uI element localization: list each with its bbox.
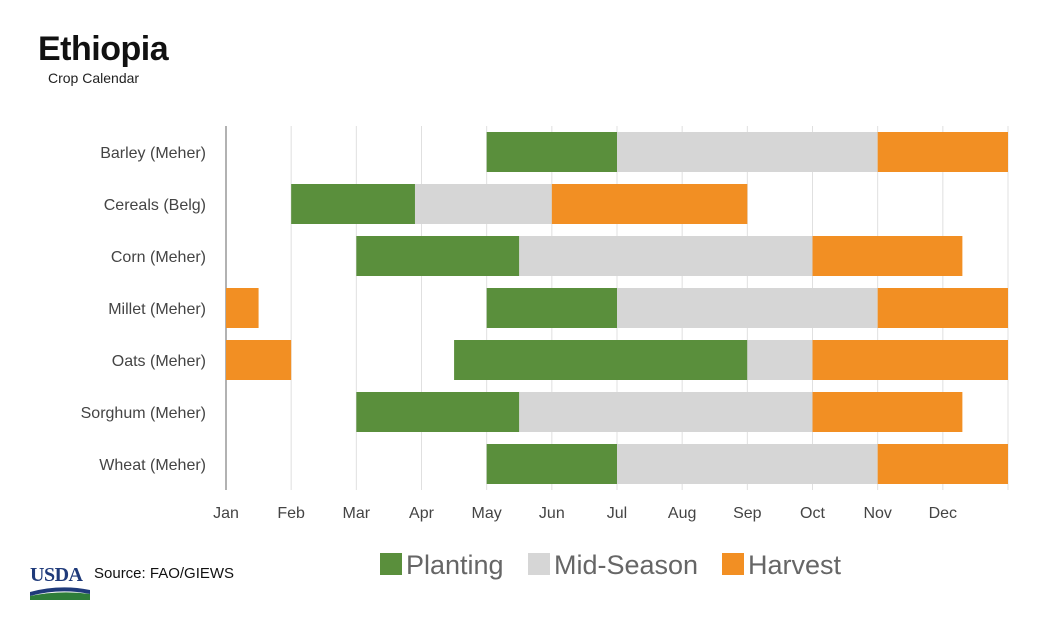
bar-mid-season	[747, 340, 813, 380]
legend-swatch	[528, 553, 550, 575]
bar-harvest	[226, 288, 259, 328]
bar-harvest	[812, 236, 963, 276]
bar-mid-season	[617, 444, 878, 484]
bar-mid-season	[519, 392, 813, 432]
bar-harvest	[812, 340, 1008, 380]
bar-harvest	[877, 444, 1008, 484]
category-label: Sorghum (Meher)	[81, 405, 206, 422]
x-tick-label: Feb	[277, 505, 305, 522]
category-label: Oats (Meher)	[112, 353, 206, 370]
bar-mid-season	[414, 184, 552, 224]
bar-planting	[356, 236, 520, 276]
bar-harvest	[877, 132, 1008, 172]
page-title: Ethiopia	[38, 30, 169, 68]
legend-swatch	[380, 553, 402, 575]
page-subtitle: Crop Calendar	[48, 70, 140, 86]
category-label: Barley (Meher)	[100, 145, 206, 162]
legend: Planting Mid-Season Harvest	[380, 550, 842, 580]
legend-swatch	[722, 553, 744, 575]
category-label: Cereals (Belg)	[104, 197, 206, 214]
x-tick-label: Apr	[409, 505, 435, 522]
labels-layer: Jan Feb Mar Apr May Jun Jul Aug Sep Oct Nov Dec Barl…	[81, 145, 957, 522]
category-label: Wheat (Meher)	[99, 457, 206, 474]
bars-layer	[226, 132, 1008, 484]
x-tick-label: Nov	[863, 505, 891, 522]
bar-harvest	[551, 184, 748, 224]
usda-logo-text: USDA	[30, 564, 83, 586]
bar-harvest	[877, 288, 1008, 328]
x-tick-label: Jan	[213, 505, 239, 522]
x-tick-label: Sep	[733, 505, 762, 522]
usda-logo: USDA	[30, 562, 90, 600]
x-tick-label: Mar	[343, 505, 371, 522]
bar-planting	[486, 444, 617, 484]
footer: USDA Source: FAO/GIEWS	[30, 562, 234, 600]
x-tick-label: Jun	[539, 505, 565, 522]
x-tick-label: Oct	[800, 505, 825, 522]
legend-label: Mid-Season	[554, 550, 698, 580]
legend-label: Harvest	[748, 550, 842, 580]
bar-harvest	[812, 392, 963, 432]
x-tick-label: Dec	[929, 505, 957, 522]
bar-planting	[486, 132, 617, 172]
source-text: Source: FAO/GIEWS	[94, 565, 235, 582]
bar-mid-season	[519, 236, 813, 276]
legend-label: Planting	[406, 550, 504, 580]
category-label: Millet (Meher)	[108, 301, 206, 318]
bar-planting	[356, 392, 520, 432]
x-tick-label: May	[472, 505, 502, 522]
usda-swoosh-icon	[30, 587, 90, 600]
bar-planting	[291, 184, 415, 224]
category-label: Corn (Meher)	[111, 249, 206, 266]
x-tick-label: Jul	[607, 505, 627, 522]
x-tick-label: Aug	[668, 505, 696, 522]
bar-mid-season	[617, 132, 878, 172]
bar-mid-season	[617, 288, 878, 328]
bar-harvest	[226, 340, 292, 380]
bar-planting	[454, 340, 748, 380]
bar-planting	[486, 288, 617, 328]
